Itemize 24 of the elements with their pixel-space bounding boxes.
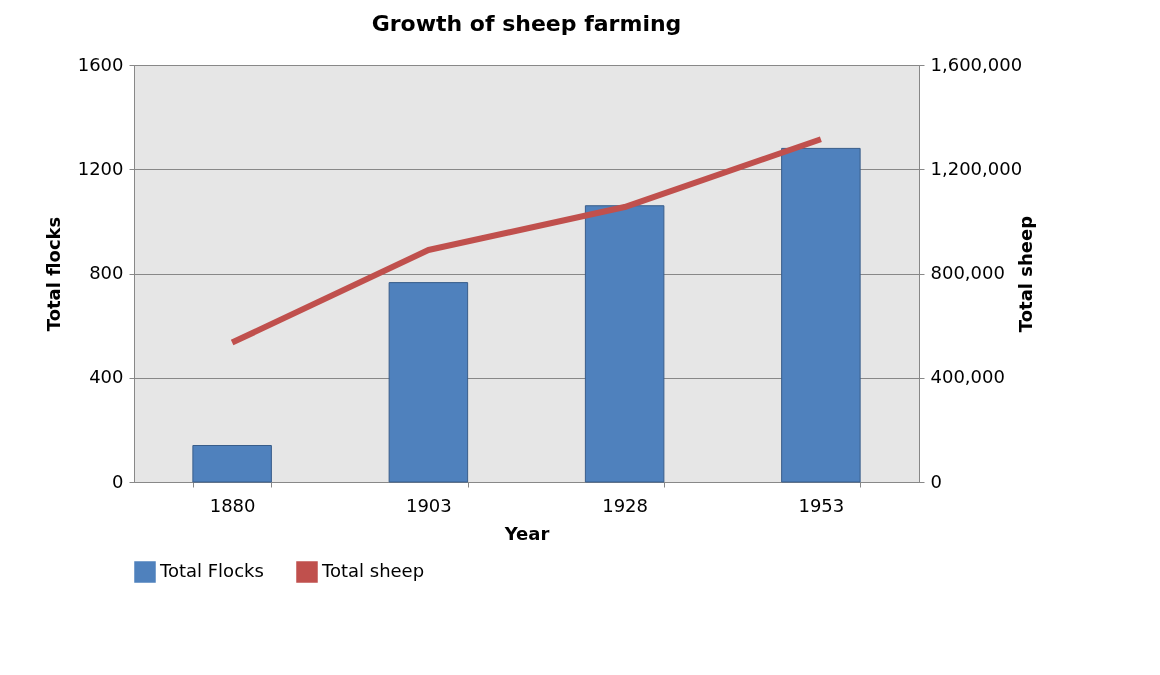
chart-title: Growth of sheep farming [371, 11, 682, 36]
y2-tick-label: 0 [930, 470, 942, 492]
x-tick-label: 1928 [602, 494, 649, 516]
y-axis-title: Total flocks [42, 216, 64, 332]
bar [192, 445, 272, 483]
y-tick-label: 400 [89, 366, 124, 388]
x-tick-label: 1953 [798, 494, 845, 516]
y2-tick-label: 400,000 [930, 366, 1005, 388]
x-axis-title: Year [503, 522, 550, 544]
y-tick-label: 1200 [77, 157, 124, 179]
bar [584, 205, 665, 483]
y2-tick-label: 800,000 [930, 262, 1005, 283]
y2-tick-label: 1,200,000 [930, 157, 1023, 179]
bar [388, 282, 469, 483]
legend-label: Total sheep [321, 560, 425, 581]
x-tick-label: 1880 [209, 494, 256, 516]
legend-label: Total Flocks [159, 560, 264, 581]
y-tick-label: 0 [112, 470, 124, 492]
y-tick-label: 1600 [77, 53, 124, 75]
y2-axis-title: Total sheep [1015, 215, 1037, 333]
y2-tick-label: 1,600,000 [930, 53, 1023, 75]
bar [781, 147, 861, 483]
y-tick-label: 800 [89, 262, 124, 283]
x-tick-label: 1903 [405, 494, 452, 516]
